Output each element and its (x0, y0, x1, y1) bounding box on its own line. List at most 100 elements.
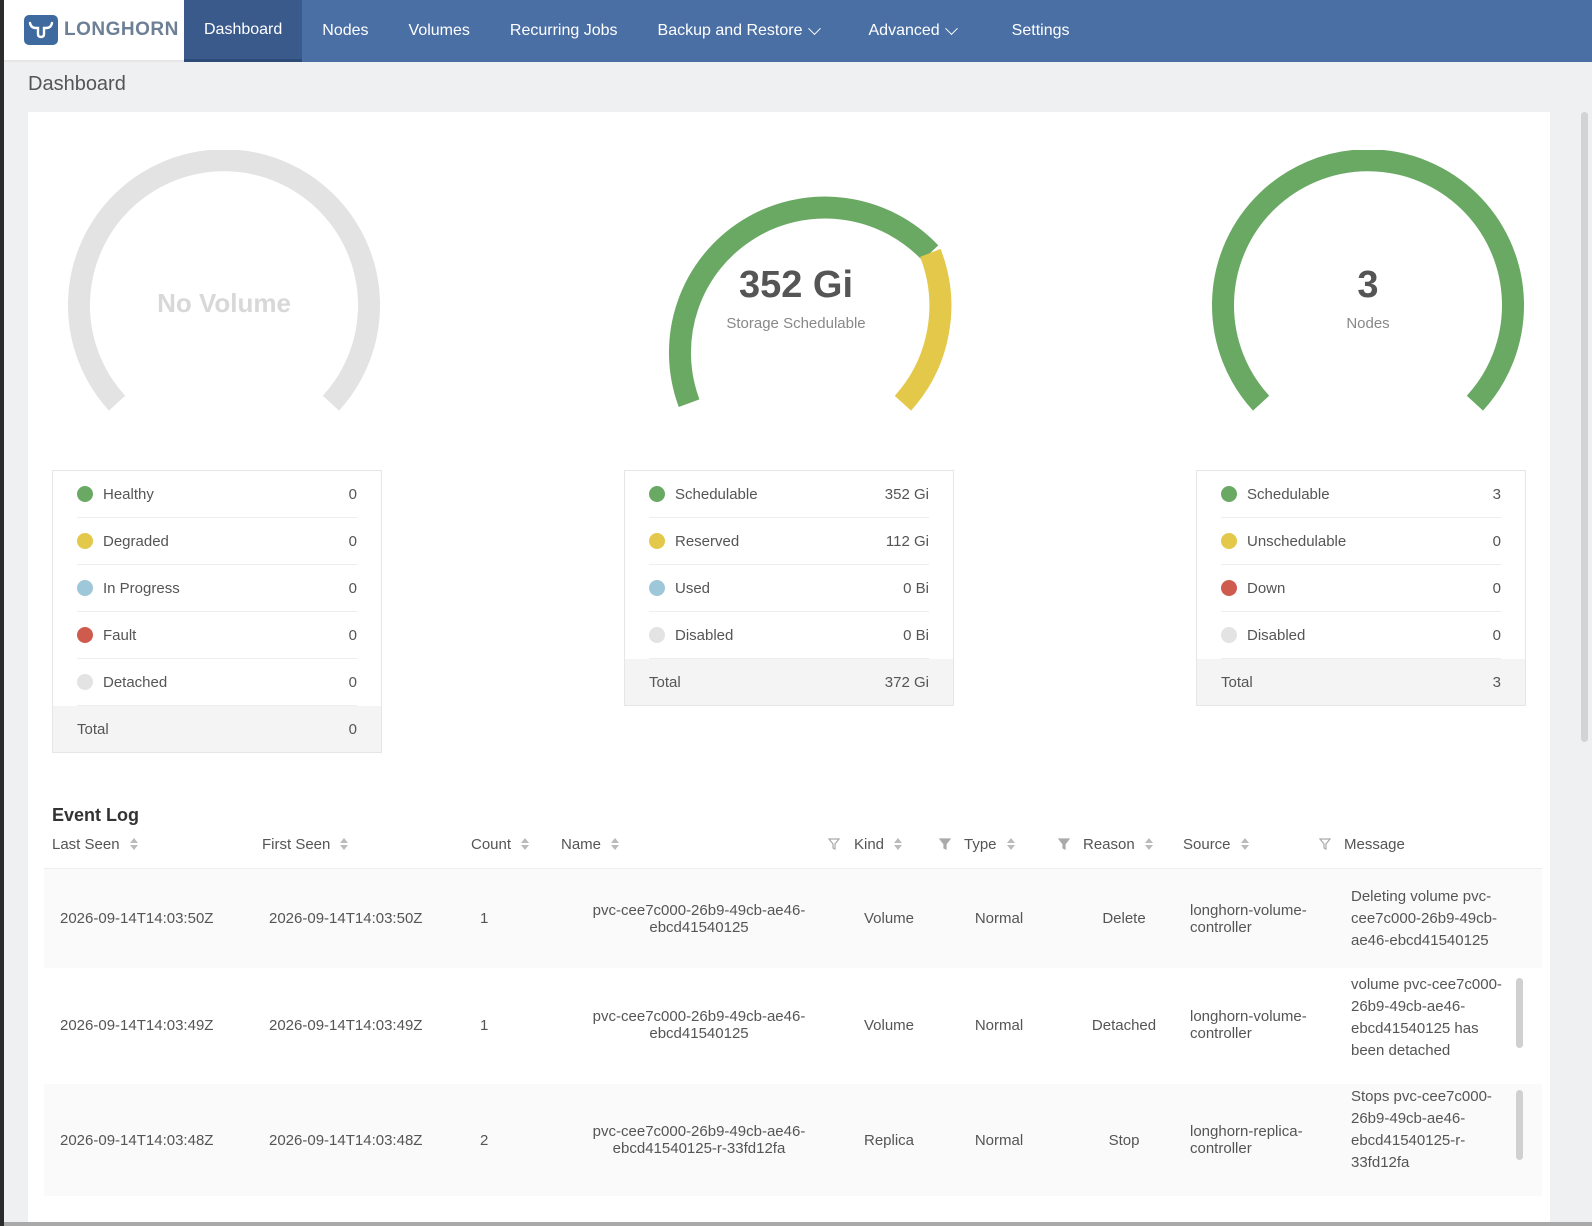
total-value: 3 (1492, 673, 1501, 691)
logo[interactable]: LONGHORN (4, 0, 184, 62)
col-source[interactable]: Source (1183, 828, 1249, 860)
total-value: 372 Gi (884, 673, 929, 691)
nav-settings[interactable]: Settings (976, 0, 1090, 62)
col-last-seen[interactable]: Last Seen (52, 828, 138, 860)
legend-label: Detached (103, 673, 168, 691)
col-kind[interactable]: Kind (854, 828, 903, 860)
message-line: Stops pvc-cee7c000- (1351, 1088, 1492, 1105)
col-label: Reason (1083, 835, 1135, 853)
sort-icon[interactable] (611, 838, 620, 850)
col-label: First Seen (262, 835, 331, 853)
legend-label: Down (1247, 579, 1286, 597)
legend-row-schedulable[interactable]: Schedulable 352 Gi (649, 471, 929, 518)
cell-source: longhorn-replica-controller (1190, 1084, 1303, 1196)
chevron-down-icon (807, 21, 821, 35)
col-count[interactable]: Count (471, 828, 530, 860)
legend-row-in-progress[interactable]: In Progress 0 (77, 565, 357, 612)
event-log-header: Last Seen First Seen Count Name Kind Typ… (52, 828, 1542, 860)
nodes-subtitle: Nodes (1346, 315, 1390, 332)
nav-volumes[interactable]: Volumes (389, 0, 490, 62)
source-line: controller (1190, 1025, 1252, 1042)
legend-value: 0 (348, 532, 357, 550)
legend-row-degraded[interactable]: Degraded 0 (77, 518, 357, 565)
status-dot-icon (77, 674, 93, 690)
cell-last-seen: 2026-09-14T14:03:49Z (60, 1016, 214, 1034)
legend-row-disabled[interactable]: Disabled 0 (1221, 612, 1501, 659)
message-scrollbar[interactable] (1516, 1090, 1523, 1160)
nav-recurring-jobs[interactable]: Recurring Jobs (490, 0, 638, 62)
legend-row-healthy[interactable]: Healthy 0 (77, 471, 357, 518)
legend-row-detached[interactable]: Detached 0 (77, 659, 357, 706)
legend-row-reserved[interactable]: Reserved 112 Gi (649, 518, 929, 565)
legend-row-down[interactable]: Down 0 (1221, 565, 1501, 612)
nodes-gauge[interactable]: 3 Nodes (1210, 150, 1526, 420)
nav-settings-label: Settings (1011, 22, 1070, 39)
legend-total: Total 0 (53, 706, 381, 752)
storage-subtitle: Storage Schedulable (726, 315, 866, 332)
chevron-down-icon (944, 21, 958, 35)
filter-icon[interactable] (1319, 838, 1331, 850)
legend-value: 0 (1492, 579, 1501, 597)
legend-row-fault[interactable]: Fault 0 (77, 612, 357, 659)
col-message[interactable]: Message (1344, 828, 1405, 860)
filter-icon[interactable] (1058, 838, 1070, 850)
storage-legend: Schedulable 352 Gi Reserved 112 Gi Used 0 B… (624, 470, 954, 706)
nav-nodes-label: Nodes (322, 22, 369, 39)
status-dot-icon (649, 580, 665, 596)
page-title: Dashboard (28, 73, 126, 95)
cell-type: Normal (974, 910, 1024, 927)
message-scrollbar[interactable] (1516, 978, 1523, 1048)
status-dot-icon (1221, 627, 1237, 643)
col-reason[interactable]: Reason (1083, 828, 1153, 860)
cell-message: Deleting volume pvc- cee7c000-26b9-49cb-… (1351, 869, 1521, 968)
col-label: Count (471, 835, 512, 853)
storage-gauge[interactable]: 352 Gi Storage Schedulable (638, 150, 954, 420)
sort-icon[interactable] (521, 838, 530, 850)
sort-icon[interactable] (1006, 838, 1015, 850)
legend-row-schedulable[interactable]: Schedulable 3 (1221, 471, 1501, 518)
nav-nodes[interactable]: Nodes (302, 0, 388, 62)
message-line: been detached (1351, 1042, 1451, 1056)
nav-advanced[interactable]: Advanced (839, 0, 976, 62)
sort-icon[interactable] (1240, 838, 1249, 850)
legend-value: 0 (348, 485, 357, 503)
filter-icon[interactable] (828, 838, 840, 850)
total-label: Total (649, 673, 681, 691)
sort-icon[interactable] (340, 838, 349, 850)
sort-icon[interactable] (1144, 838, 1153, 850)
col-first-seen[interactable]: First Seen (262, 828, 349, 860)
name-line: ebcd41540125 (649, 1025, 749, 1042)
message-line: ebcd41540125 has (1351, 1020, 1479, 1037)
legend-row-unschedulable[interactable]: Unschedulable 0 (1221, 518, 1501, 565)
legend-label: Disabled (675, 626, 734, 644)
status-dot-icon (1221, 486, 1237, 502)
legend-value: 0 (1492, 532, 1501, 550)
nodes-gauge-arc (1212, 150, 1524, 411)
col-label: Message (1344, 835, 1405, 853)
status-dot-icon (1221, 580, 1237, 596)
table-row[interactable]: 2026-09-14T14:03:48Z 2026-09-14T14:03:48… (44, 1084, 1542, 1196)
cell-kind: Volume (863, 910, 915, 927)
message-line: cee7c000-26b9-49cb- (1351, 909, 1497, 927)
legend-row-used[interactable]: Used 0 Bi (649, 565, 929, 612)
message-line: volume pvc-cee7c000- (1351, 976, 1502, 993)
col-name[interactable]: Name (561, 828, 620, 860)
filter-icon[interactable] (939, 838, 951, 850)
legend-row-disabled[interactable]: Disabled 0 Bi (649, 612, 929, 659)
volume-gauge[interactable]: No Volume (66, 150, 382, 420)
window-bottom-edge (4, 1222, 1592, 1226)
cell-type: Normal (974, 1016, 1024, 1034)
table-row[interactable]: 2026-09-14T14:03:49Z 2026-09-14T14:03:49… (44, 972, 1542, 1078)
sort-icon[interactable] (129, 838, 138, 850)
page-scrollbar[interactable] (1581, 112, 1588, 742)
nav-dashboard[interactable]: Dashboard (184, 0, 303, 62)
cell-message[interactable]: volume pvc-cee7c000- 26b9-49cb-ae46- ebc… (1351, 972, 1521, 1078)
status-dot-icon (77, 627, 93, 643)
sort-icon[interactable] (894, 838, 903, 850)
col-label: Type (964, 835, 997, 853)
cell-message[interactable]: Stops pvc-cee7c000- 26b9-49cb-ae46- ebcd… (1351, 1084, 1521, 1196)
legend-value: 0 (348, 673, 357, 691)
nav-backup-and-restore[interactable]: Backup and Restore (638, 0, 839, 62)
table-row[interactable]: 2026-09-14T14:03:50Z 2026-09-14T14:03:50… (44, 868, 1542, 968)
col-type[interactable]: Type (964, 828, 1015, 860)
